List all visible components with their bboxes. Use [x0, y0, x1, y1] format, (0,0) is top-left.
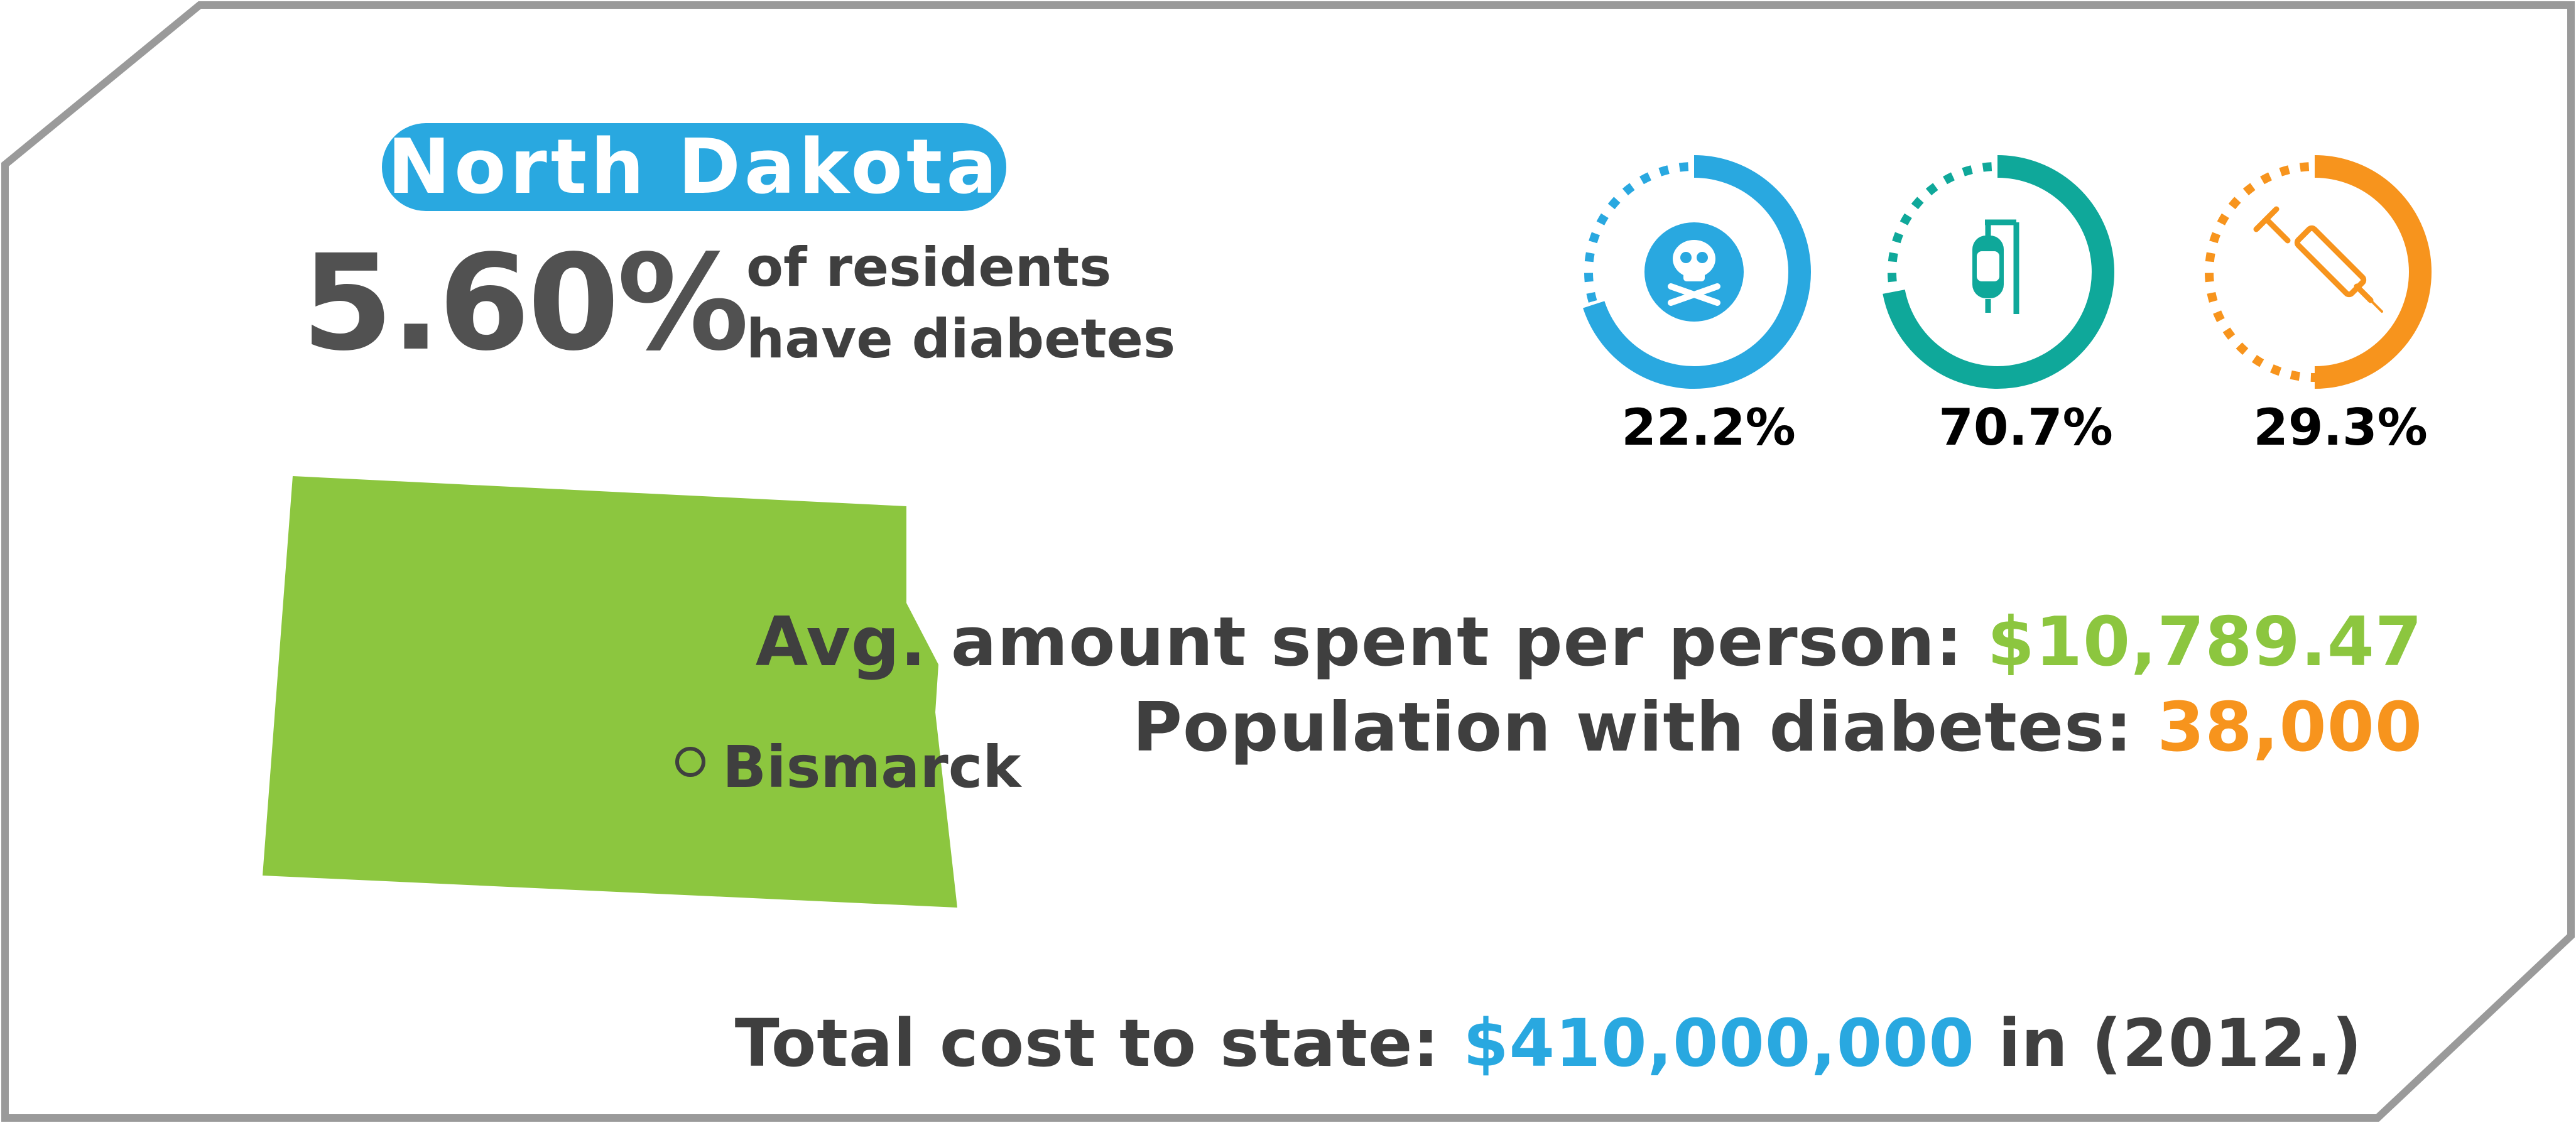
total-cost-suffix: in (2012.)	[1998, 1005, 2362, 1082]
population-label: Population with diabetes:	[1132, 688, 2133, 767]
total-cost-label: Total cost to state:	[734, 1005, 1440, 1082]
capital-label: Bismarck	[722, 734, 1021, 801]
population-row: Population with diabetes: 38,000	[1133, 688, 2423, 767]
avg-spend-value: $10,789.47	[1987, 603, 2423, 681]
diabetes-rate: 5.60%	[302, 226, 749, 380]
ring-iv	[1883, 155, 2114, 389]
ring-syringe	[2205, 155, 2432, 389]
north-dakota-shape	[263, 476, 957, 908]
syringe-icon	[2253, 206, 2383, 313]
ring-skull-arc	[1583, 155, 1811, 389]
ring-skull-value: 22.2%	[1621, 398, 1796, 457]
population-value: 38,000	[2157, 688, 2423, 767]
state-title: North Dakota	[387, 123, 1001, 211]
ring-syringe-arc	[2314, 155, 2432, 389]
avg-spend-label: Avg. amount spent per person:	[755, 603, 1964, 681]
total-cost-value: $410,000,000	[1463, 1005, 1975, 1082]
avg-spend-row: Avg. amount spent per person: $10,789.47	[756, 603, 2423, 681]
rate-caption-line1: of residents	[746, 236, 1112, 299]
ring-iv-arc	[1883, 155, 2114, 389]
capital-marker	[675, 747, 705, 777]
state-title-pill: North Dakota	[382, 123, 1006, 211]
iv-bag-icon	[1972, 219, 2019, 314]
ring-syringe-value: 29.3%	[2253, 398, 2428, 457]
ring-skull	[1583, 155, 1811, 389]
ring-charts	[1583, 155, 2432, 389]
state-map	[263, 476, 957, 908]
ring-iv-value: 70.7%	[1938, 398, 2113, 457]
total-cost-row: Total cost to state: $410,000,000 in (20…	[735, 1005, 2362, 1082]
skull-crossbones-icon	[1668, 240, 1720, 306]
rate-caption-line2: have diabetes	[746, 308, 1176, 371]
